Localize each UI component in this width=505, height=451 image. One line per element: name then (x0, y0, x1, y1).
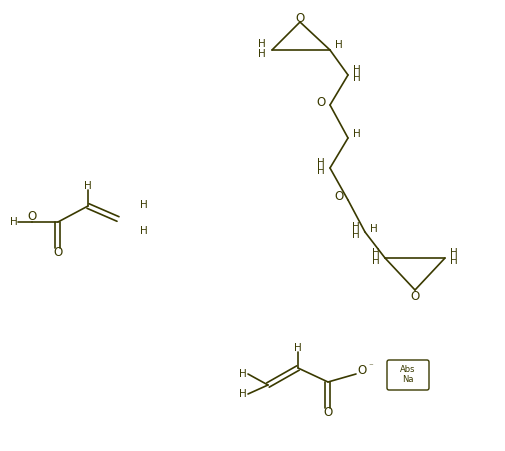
Text: O: O (323, 406, 332, 419)
Text: O: O (357, 364, 366, 377)
Text: H: H (258, 49, 265, 59)
Text: H: H (369, 224, 377, 234)
Text: H: H (140, 200, 147, 210)
Text: O: O (53, 247, 63, 259)
Text: H: H (258, 39, 265, 49)
Text: H: H (351, 230, 359, 240)
Text: O: O (334, 190, 343, 203)
Text: H: H (352, 129, 360, 139)
Text: H: H (334, 40, 342, 50)
Text: H: H (317, 158, 324, 168)
FancyBboxPatch shape (386, 360, 428, 390)
Text: H: H (449, 256, 457, 266)
Text: Abs: Abs (399, 365, 415, 374)
Text: O: O (316, 96, 325, 109)
Text: H: H (293, 343, 301, 353)
Text: H: H (371, 256, 379, 266)
Text: O: O (410, 290, 419, 303)
Text: H: H (140, 226, 147, 236)
Text: Na: Na (401, 376, 413, 385)
Text: H: H (352, 65, 360, 75)
Text: O: O (27, 211, 36, 224)
Text: H: H (84, 181, 92, 191)
Text: H: H (351, 222, 359, 232)
Text: H: H (449, 248, 457, 258)
Text: H: H (371, 248, 379, 258)
Text: ⁻: ⁻ (368, 363, 373, 372)
Text: H: H (10, 217, 18, 227)
Text: H: H (352, 73, 360, 83)
Text: H: H (317, 166, 324, 176)
Text: H: H (239, 389, 246, 399)
Text: O: O (295, 11, 304, 24)
Text: H: H (239, 369, 246, 379)
